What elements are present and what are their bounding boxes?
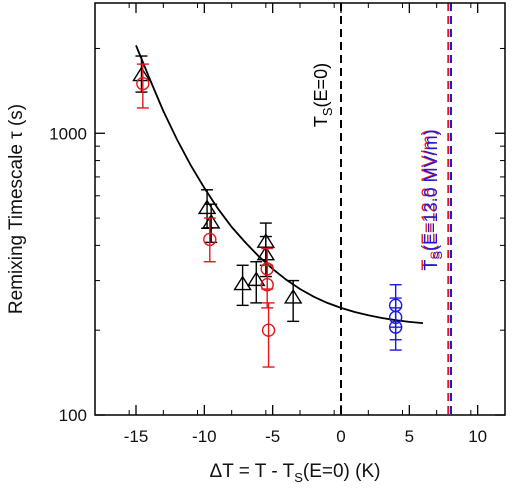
data-point-triangle [201, 213, 221, 229]
x-axis-title: ΔT = T - TS(E=0) (K) [210, 461, 381, 485]
plot-layer: -15 -10 -5 0 5 10 100 1000 TS(E=0) TS(E=12.8 MV/m… [49, 2, 506, 446]
data-point-circle [261, 323, 276, 337]
data-point-circle [136, 76, 150, 91]
x-axis-title-sub: S [294, 470, 303, 485]
data-point-circle [388, 320, 403, 334]
data-point-triangle [132, 66, 151, 82]
x-axis-title-prefix: ΔT = T - T [210, 461, 295, 482]
x-tick-label: 5 [405, 427, 414, 446]
vertical-line-label-1: TS(E=12.8 MV/m) [418, 129, 442, 270]
y-axis-title: Remixing Timescale τ (s) [6, 104, 27, 314]
x-tick-label: -15 [124, 427, 149, 446]
y-tick-label: 100 [59, 406, 87, 425]
x-axis-title-suffix: (E=0) (K) [303, 461, 381, 482]
vertical-line-label-0: TS(E=0) [311, 63, 335, 127]
x-tick-label: 10 [468, 427, 487, 446]
x-tick-label: -5 [265, 427, 280, 446]
x-tick-label: -10 [192, 427, 217, 446]
y-tick-label: 1000 [49, 124, 87, 143]
data-point-triangle [247, 271, 266, 287]
x-tick-label: 0 [336, 427, 345, 446]
vertical-line-label-2: TS(E=13.0 MV/m) [421, 129, 445, 270]
data-point-circle [260, 278, 274, 292]
fit-curve [135, 45, 424, 324]
plot-frame [94, 2, 506, 416]
data-point-triangle [233, 275, 252, 291]
data-point-circle [203, 232, 217, 247]
data-point-triangle [256, 245, 276, 261]
data-point-triangle [283, 288, 303, 304]
